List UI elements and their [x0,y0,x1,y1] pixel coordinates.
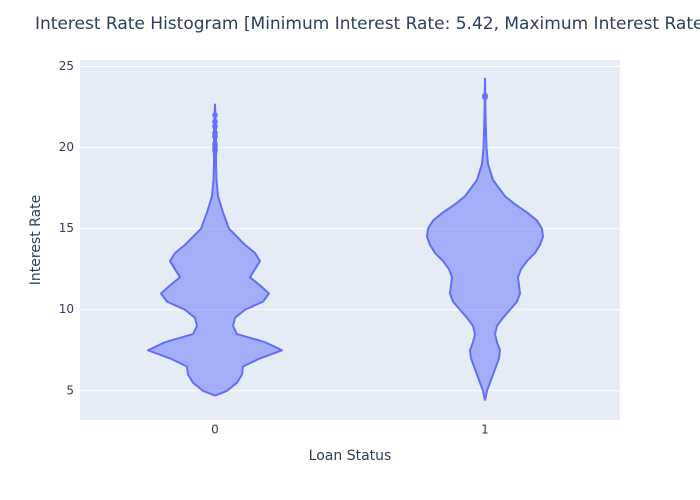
outlier-point [482,92,488,99]
outlier-point [212,118,218,125]
x-tick-label: 0 [211,423,219,437]
y-axis-title: Interest Rate [28,195,44,286]
outlier-point [212,112,218,119]
y-tick-label: 25 [59,59,74,73]
x-tick-label: 1 [481,423,489,437]
outlier-point [212,141,218,148]
violin-half [214,103,283,397]
violin-half [484,77,544,401]
violin-half [147,103,216,397]
violin-half [426,77,486,401]
x-axis-title: Loan Status [309,448,392,464]
y-tick-label: 10 [59,302,74,316]
y-tick-label: 20 [59,140,74,154]
y-tick-label: 5 [66,383,74,397]
y-tick-label: 15 [59,221,74,235]
outlier-point [212,123,218,130]
outlier-point [212,129,218,136]
chart-title: Interest Rate Histogram [Minimum Interes… [35,14,700,34]
